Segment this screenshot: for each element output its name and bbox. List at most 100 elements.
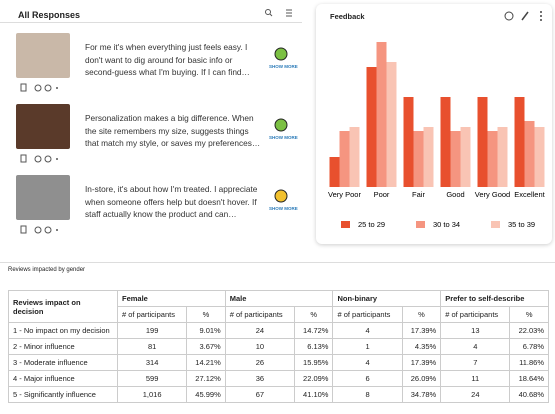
subheader-cell: # of participants	[332, 306, 403, 323]
table-cell: 1	[332, 338, 403, 355]
list-tools[interactable]	[262, 6, 298, 20]
table-cell: 6.13%	[293, 338, 334, 355]
response-text: Personalization makes a big difference. …	[85, 113, 261, 148]
table-cell: 2 - Minor influence	[8, 338, 118, 355]
table: Reviews impact on decision Female Male Non-…	[8, 290, 549, 403]
header-cell: Reviews impact on decision	[8, 290, 118, 323]
table-cell: 6.78%	[509, 338, 549, 355]
bar	[450, 131, 461, 187]
bar	[413, 131, 424, 187]
action-icon	[34, 155, 42, 163]
sentiment-face	[274, 118, 288, 132]
x-tick-label: Excellent	[514, 190, 545, 199]
bar	[349, 127, 360, 187]
response-actions	[20, 154, 58, 163]
bar	[524, 121, 535, 187]
table-cell: 36	[224, 370, 295, 387]
bar	[386, 62, 397, 187]
subheader-cell: %	[401, 306, 442, 323]
legend-label: 25 to 29	[358, 220, 385, 229]
table-cell: 34.78%	[401, 386, 442, 403]
response-text: For me it's when everything just feels e…	[85, 42, 250, 77]
bar	[534, 127, 545, 187]
table-cell: 41.10%	[293, 386, 334, 403]
bar	[403, 97, 414, 187]
table-cell: 4.35%	[401, 338, 442, 355]
action-icon	[44, 226, 52, 234]
table-cell: 17.39%	[401, 322, 442, 339]
table-cell: 9.01%	[186, 322, 226, 339]
table-cell: 1 - No impact on my decision	[8, 322, 118, 339]
table-cell: 14.21%	[186, 354, 226, 371]
bar	[339, 131, 350, 187]
table-cell: 15.95%	[293, 354, 334, 371]
table-cell: 11	[440, 370, 511, 387]
legend-label: 35 to 39	[508, 220, 535, 229]
chart: Very Poor Poor Fair Good Very Good Excellent 2…	[328, 42, 546, 229]
table-cell: 13	[440, 322, 511, 339]
header-cell: Male	[224, 290, 334, 307]
table-cell: 3.67%	[186, 338, 226, 355]
legend-swatch	[491, 221, 500, 228]
table-cell: 4	[440, 338, 511, 355]
sentiment-icon	[274, 189, 288, 203]
show-more[interactable]: SHOW MORE	[269, 64, 298, 69]
bar	[366, 67, 377, 187]
sentiment-icon	[274, 118, 288, 132]
feedback-title: Feedback	[330, 12, 365, 21]
table-cell: 17.39%	[401, 354, 442, 371]
subheader-cell: %	[186, 306, 226, 323]
legend-label: 30 to 34	[433, 220, 460, 229]
header-cell: Non-binary	[332, 290, 442, 307]
table-cell: 6	[332, 370, 403, 387]
action-icon	[34, 226, 42, 234]
table-row: 2 - Minor influence 81 3.67% 10 6.13% 1 4.35% 4…	[8, 338, 549, 355]
table-cell: 3 - Moderate influence	[8, 354, 118, 371]
subheader-cell: # of participants	[116, 306, 188, 323]
table-cell: 4 - Major influence	[8, 370, 118, 387]
table-cell: 8	[332, 386, 403, 403]
table-cell: 26.09%	[401, 370, 442, 387]
action-icon	[20, 225, 27, 234]
list-title: All Responses	[18, 10, 81, 20]
action-icon	[20, 83, 27, 92]
bar	[487, 131, 498, 187]
header-cell: Female	[117, 290, 226, 307]
table-cell: 199	[116, 322, 188, 339]
table-cell: 22.03%	[509, 322, 549, 339]
legend-swatch	[341, 221, 350, 228]
table-cell: 22.09%	[293, 370, 334, 387]
show-more[interactable]: SHOW MORE	[269, 206, 298, 211]
subheader-row: # of participants% # of participants% # of…	[9, 306, 549, 323]
bar	[329, 157, 340, 187]
x-tick-label: Very Poor	[328, 190, 361, 199]
header-row: Reviews impact on decision Female Male Non-…	[8, 290, 549, 323]
action-icon	[44, 84, 52, 92]
bar	[460, 127, 471, 187]
table-row: 3 - Moderate influence 314 14.21% 26 15.95% 4…	[8, 354, 549, 371]
bar	[477, 97, 488, 187]
sentiment-icon	[274, 47, 288, 61]
subheader-cell: # of participants	[440, 306, 511, 323]
divider	[0, 262, 555, 263]
table-cell: 1,016	[116, 386, 188, 403]
table-row: 4 - Major influence 599 27.12% 36 22.09% 6 26.…	[8, 370, 549, 387]
action-icon	[20, 154, 27, 163]
subheader-cell: %	[509, 306, 549, 323]
response-actions	[20, 83, 58, 92]
show-more[interactable]: SHOW MORE	[269, 135, 298, 140]
table-cell: 45.99%	[186, 386, 226, 403]
table-cell: 67	[224, 386, 295, 403]
x-tick-label: Fair	[412, 190, 425, 199]
action-icon	[44, 155, 52, 163]
table-cell: 314	[116, 354, 188, 371]
avatar	[16, 104, 70, 149]
x-tick-label: Good	[446, 190, 464, 199]
sentiment-face	[274, 189, 288, 203]
subheader-cell: # of participants	[224, 306, 295, 323]
table-cell: 10	[224, 338, 295, 355]
feedback-tools[interactable]	[503, 9, 549, 23]
bar	[423, 127, 434, 187]
header-cell: Prefer to self-describe	[440, 290, 549, 307]
bar	[514, 97, 525, 187]
